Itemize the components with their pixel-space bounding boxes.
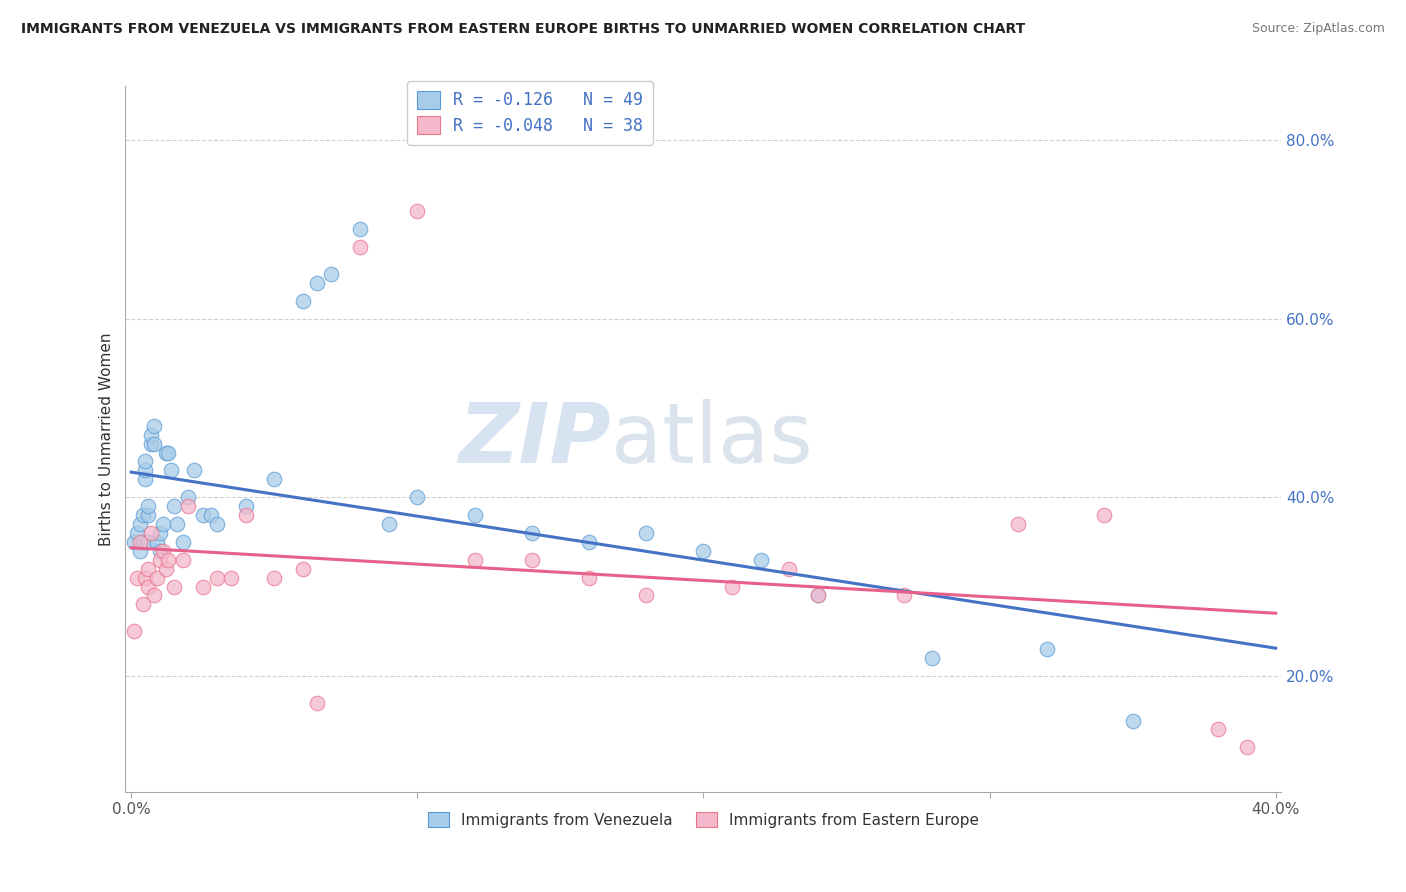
Point <box>134 472 156 486</box>
Point <box>141 427 163 442</box>
Point <box>1007 516 1029 531</box>
Point <box>125 525 148 540</box>
Point <box>163 499 186 513</box>
Point <box>191 508 214 522</box>
Point <box>578 534 600 549</box>
Point <box>141 436 163 450</box>
Point <box>778 562 800 576</box>
Point <box>191 580 214 594</box>
Point <box>349 240 371 254</box>
Point <box>183 463 205 477</box>
Point <box>149 543 172 558</box>
Point <box>134 454 156 468</box>
Point <box>177 490 200 504</box>
Point <box>138 562 160 576</box>
Point <box>128 534 150 549</box>
Legend: Immigrants from Venezuela, Immigrants from Eastern Europe: Immigrants from Venezuela, Immigrants fr… <box>422 805 986 834</box>
Point <box>263 472 285 486</box>
Point <box>172 553 194 567</box>
Point <box>134 571 156 585</box>
Point <box>307 276 329 290</box>
Point <box>163 580 186 594</box>
Point <box>291 562 314 576</box>
Point <box>1122 714 1144 728</box>
Point <box>128 543 150 558</box>
Point <box>464 553 486 567</box>
Point <box>125 571 148 585</box>
Point <box>1036 642 1059 657</box>
Y-axis label: Births to Unmarried Women: Births to Unmarried Women <box>100 333 114 546</box>
Point <box>377 516 399 531</box>
Point <box>893 589 915 603</box>
Point <box>160 463 183 477</box>
Point <box>122 624 145 639</box>
Point <box>807 589 830 603</box>
Point <box>157 445 180 459</box>
Point <box>692 543 714 558</box>
Point <box>520 525 543 540</box>
Point <box>578 571 600 585</box>
Point <box>143 589 166 603</box>
Point <box>221 571 243 585</box>
Point <box>131 534 153 549</box>
Point <box>138 499 160 513</box>
Point <box>166 516 188 531</box>
Point <box>143 418 166 433</box>
Point <box>152 543 174 558</box>
Point <box>406 490 429 504</box>
Point <box>143 436 166 450</box>
Point <box>636 525 658 540</box>
Point <box>131 508 153 522</box>
Text: Source: ZipAtlas.com: Source: ZipAtlas.com <box>1251 22 1385 36</box>
Point <box>122 534 145 549</box>
Point <box>307 696 329 710</box>
Text: IMMIGRANTS FROM VENEZUELA VS IMMIGRANTS FROM EASTERN EUROPE BIRTHS TO UNMARRIED : IMMIGRANTS FROM VENEZUELA VS IMMIGRANTS … <box>21 22 1025 37</box>
Point <box>205 516 228 531</box>
Point <box>263 571 285 585</box>
Point <box>200 508 222 522</box>
Point <box>149 553 172 567</box>
Point <box>1208 723 1230 737</box>
Point <box>128 516 150 531</box>
Point <box>157 553 180 567</box>
Point <box>177 499 200 513</box>
Point <box>1092 508 1115 522</box>
Point <box>155 445 177 459</box>
Point <box>149 525 172 540</box>
Point <box>291 293 314 308</box>
Point <box>146 571 169 585</box>
Point <box>205 571 228 585</box>
Point <box>152 516 174 531</box>
Point <box>406 204 429 219</box>
Text: atlas: atlas <box>612 399 813 480</box>
Point <box>138 580 160 594</box>
Point <box>721 580 744 594</box>
Point <box>520 553 543 567</box>
Point <box>749 553 772 567</box>
Point <box>146 534 169 549</box>
Point <box>131 598 153 612</box>
Point <box>464 508 486 522</box>
Point <box>321 267 343 281</box>
Point <box>235 499 257 513</box>
Point <box>235 508 257 522</box>
Text: ZIP: ZIP <box>458 399 612 480</box>
Point <box>141 525 163 540</box>
Point <box>138 534 160 549</box>
Point <box>134 463 156 477</box>
Point <box>172 534 194 549</box>
Point <box>807 589 830 603</box>
Point <box>138 508 160 522</box>
Point <box>1236 740 1258 755</box>
Point <box>636 589 658 603</box>
Point <box>349 222 371 236</box>
Point <box>155 562 177 576</box>
Point <box>921 651 943 665</box>
